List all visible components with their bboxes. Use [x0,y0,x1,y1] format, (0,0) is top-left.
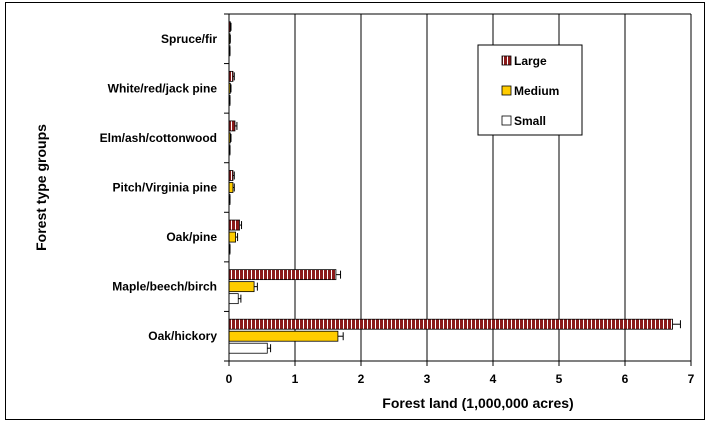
category-label-0: Spruce/fir [161,32,217,46]
x-tick-label-4: 4 [490,372,497,386]
legend-swatch-medium [501,85,512,96]
bar-large-6 [228,318,673,330]
bar-large-5 [228,269,337,281]
bar-medium-6 [228,330,339,342]
bar-large-3 [228,170,234,181]
legend-label-small: Small [514,114,546,128]
legend-box [477,44,583,136]
category-label-2: Elm/ash/cottonwood [100,131,217,145]
bars [228,21,681,354]
labels: 0 1 2 3 4 5 6 7 Spruce/fir White/red/jack pine Elm… [33,32,695,411]
category-label-3: Pitch/Virginia pine [113,181,218,195]
x-tick-label-1: 1 [292,372,299,386]
category-label-6: Oak/hickory [148,329,217,343]
category-label-1: White/red/jack pine [108,81,218,95]
bar-large-4 [228,219,240,231]
legend-swatch-large [501,55,512,66]
legend-label-large: Large [514,54,547,68]
legend-swatch-small [501,115,512,126]
chart-frame [5,2,705,420]
axes [224,13,692,366]
legend-label-medium: Medium [514,84,559,98]
bar-medium-5 [228,281,255,293]
category-label-4: Oak/pine [166,230,217,244]
y-axis-title: Forest type groups [33,124,49,251]
x-tick-label-7: 7 [688,372,695,386]
legend: Large Medium Small [477,44,583,136]
category-label-5: Maple/beech/birch [112,280,217,294]
x-tick-label-5: 5 [556,372,563,386]
x-axis-title: Forest land (1,000,000 acres) [382,395,573,411]
bar-large-1 [228,70,234,82]
grid-lines [229,13,692,361]
x-tick-label-3: 3 [424,372,431,386]
x-tick-label-2: 2 [358,372,365,386]
x-tick-label-6: 6 [622,372,629,386]
bar-small-6 [228,342,268,354]
bar-medium-3 [228,182,234,193]
bar-medium-4 [228,231,236,243]
bar-large-2 [228,120,236,132]
x-tick-label-0: 0 [226,372,233,386]
bar-small-5 [228,293,239,305]
